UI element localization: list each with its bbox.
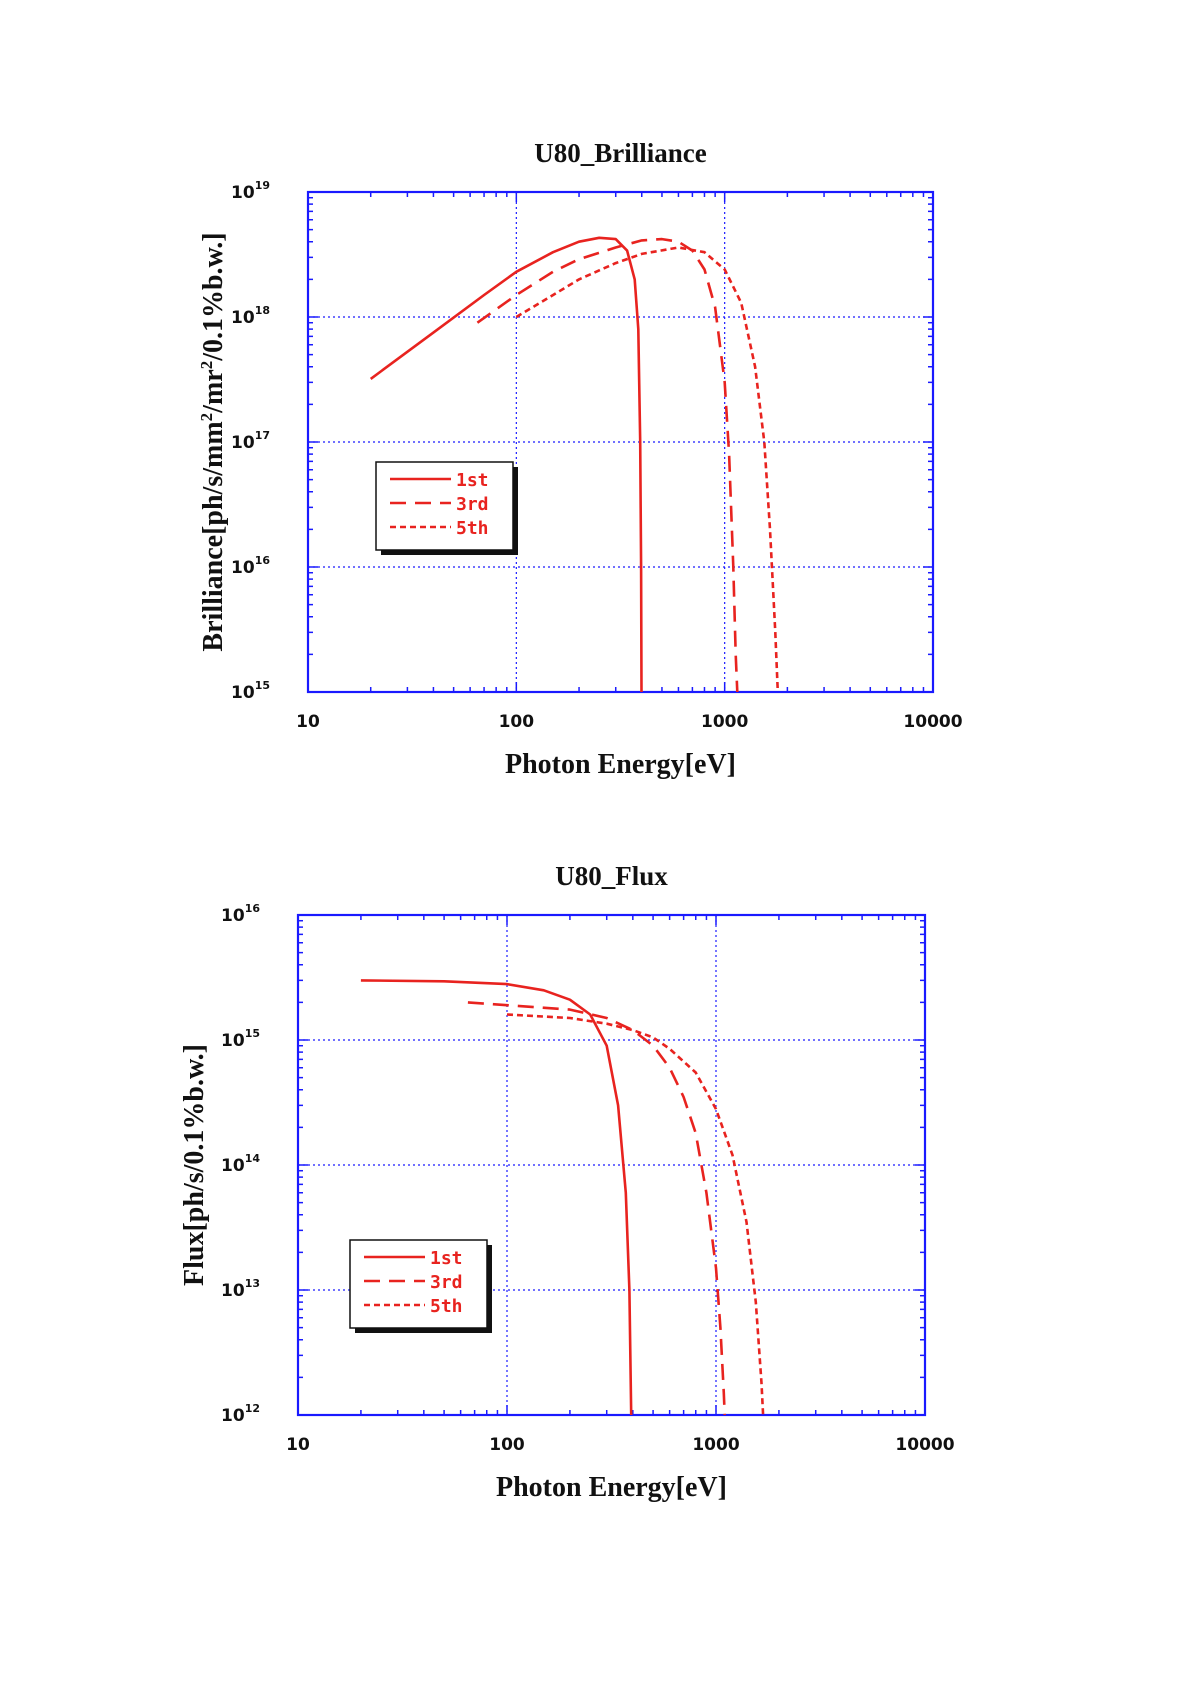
x-axis-label: Photon Energy[eV] bbox=[505, 749, 736, 780]
legend-label-3rd: 3rd bbox=[430, 1272, 463, 1293]
x-tick-label: 10 bbox=[296, 712, 320, 732]
y-tick-label: 1017 bbox=[231, 429, 270, 453]
series-line-1st bbox=[360, 979, 633, 1416]
series-line-1st bbox=[369, 236, 643, 693]
legend-label-3rd: 3rd bbox=[456, 494, 489, 515]
plot-frame bbox=[306, 190, 935, 694]
series-line-5th bbox=[506, 1013, 765, 1416]
y-tick-label: 1014 bbox=[221, 1152, 260, 1176]
y-tick-label: 1012 bbox=[221, 1402, 260, 1426]
x-tick-label: 100 bbox=[499, 712, 535, 732]
series-line-3rd bbox=[467, 1001, 726, 1416]
legend-label-5th: 5th bbox=[456, 518, 489, 539]
y-axis-label: Flux[ph/s/0.1%b.w.] bbox=[179, 1044, 210, 1286]
chart-flux: 10 100 1000 10000 1012 1013 1014 1015 1016 U80_Fl… bbox=[179, 861, 955, 1503]
legend: 1st 3rd 5th bbox=[375, 461, 518, 555]
legend-box bbox=[375, 461, 514, 551]
chart-brilliance: 10 100 1000 10000 1015 1016 1017 1018 1019 U80_Br… bbox=[197, 138, 963, 780]
y-tick-label: 1015 bbox=[231, 679, 270, 703]
series-line-3rd bbox=[476, 237, 739, 693]
legend-label-1st: 1st bbox=[456, 470, 489, 491]
y-tick-label: 1016 bbox=[221, 902, 260, 926]
x-axis-label: Photon Energy[eV] bbox=[496, 1472, 727, 1503]
x-tick-label: 100 bbox=[489, 1435, 525, 1455]
x-tick-label: 10000 bbox=[895, 1435, 954, 1455]
legend-label-5th: 5th bbox=[430, 1296, 463, 1317]
x-tick-label: 10000 bbox=[903, 712, 962, 732]
plot-frame bbox=[296, 913, 927, 1417]
legend-label-1st: 1st bbox=[430, 1248, 463, 1269]
legend: 1st 3rd 5th bbox=[349, 1239, 492, 1333]
series-line-5th bbox=[515, 246, 780, 693]
x-tick-label: 10 bbox=[286, 1435, 310, 1455]
legend-box bbox=[349, 1239, 488, 1329]
y-tick-label: 1013 bbox=[221, 1277, 260, 1301]
y-tick-label: 1018 bbox=[231, 304, 270, 328]
x-tick-label: 1000 bbox=[701, 712, 748, 732]
x-tick-label: 1000 bbox=[692, 1435, 739, 1455]
chart-title: U80_Brilliance bbox=[534, 138, 706, 168]
chart-title: U80_Flux bbox=[555, 861, 668, 891]
y-tick-label: 1016 bbox=[231, 554, 270, 578]
y-axis-label: Brilliance[ph/s/mm2/mr2/0.1%b.w.] bbox=[197, 232, 229, 651]
y-tick-label: 1015 bbox=[221, 1027, 260, 1051]
y-tick-label: 1019 bbox=[231, 179, 270, 203]
